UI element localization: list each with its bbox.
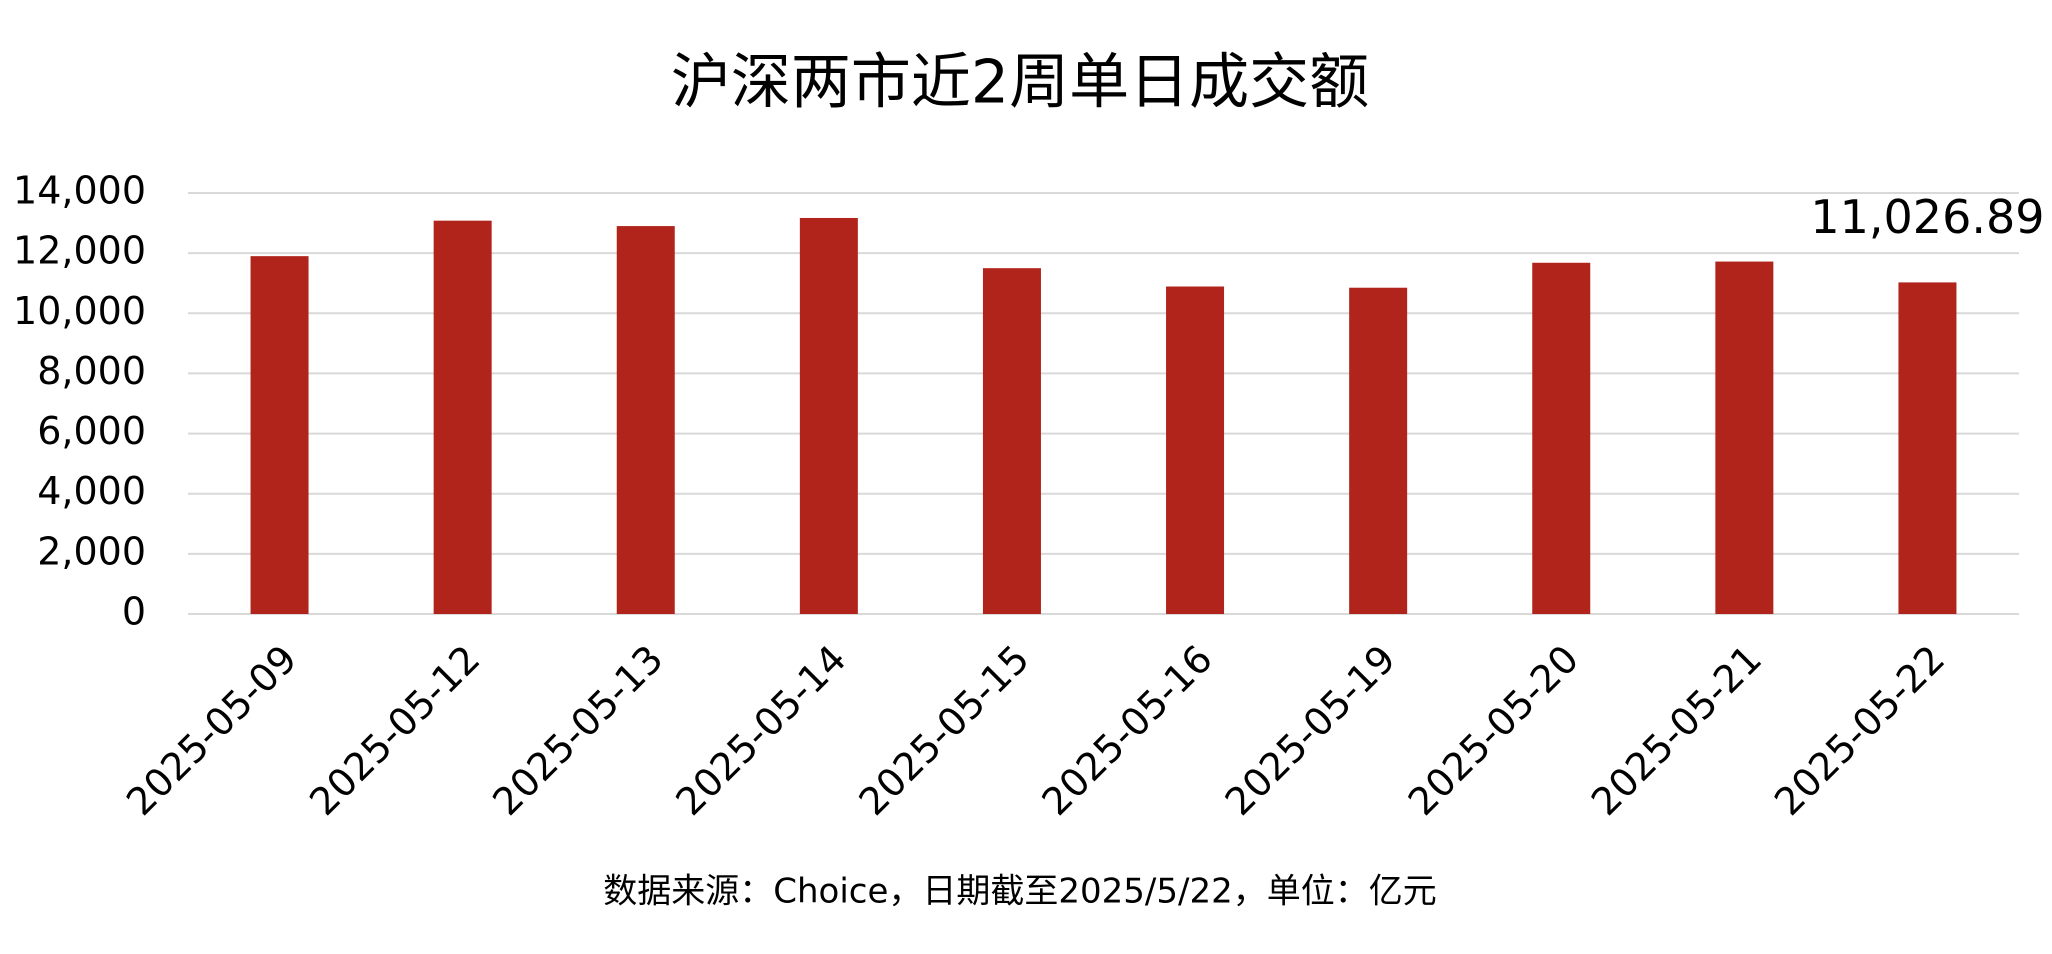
y-tick-label: 2,000 bbox=[37, 529, 146, 573]
bar bbox=[433, 220, 492, 614]
y-tick-label: 0 bbox=[122, 590, 146, 634]
y-tick-label: 6,000 bbox=[37, 409, 146, 453]
y-tick-label: 8,000 bbox=[37, 349, 146, 393]
bar bbox=[1715, 261, 1774, 614]
y-tick-label: 4,000 bbox=[37, 469, 146, 513]
bar bbox=[1349, 287, 1408, 614]
source-note: 数据来源：Choice，日期截至2025/5/22，单位：亿元 bbox=[603, 872, 1436, 912]
y-tick-label: 10,000 bbox=[13, 289, 146, 333]
bar bbox=[1532, 262, 1591, 614]
bar bbox=[1898, 282, 1957, 614]
data-label: 11,026.89 bbox=[1810, 190, 2044, 244]
bar bbox=[799, 217, 858, 614]
chart-title: 沪深两市近2周单日成交额 bbox=[671, 48, 1369, 118]
y-tick-label: 12,000 bbox=[13, 229, 146, 273]
bar bbox=[616, 226, 675, 615]
bar bbox=[982, 268, 1041, 614]
bar bbox=[250, 256, 309, 614]
bar bbox=[1166, 286, 1225, 614]
y-tick-label: 14,000 bbox=[13, 169, 146, 213]
